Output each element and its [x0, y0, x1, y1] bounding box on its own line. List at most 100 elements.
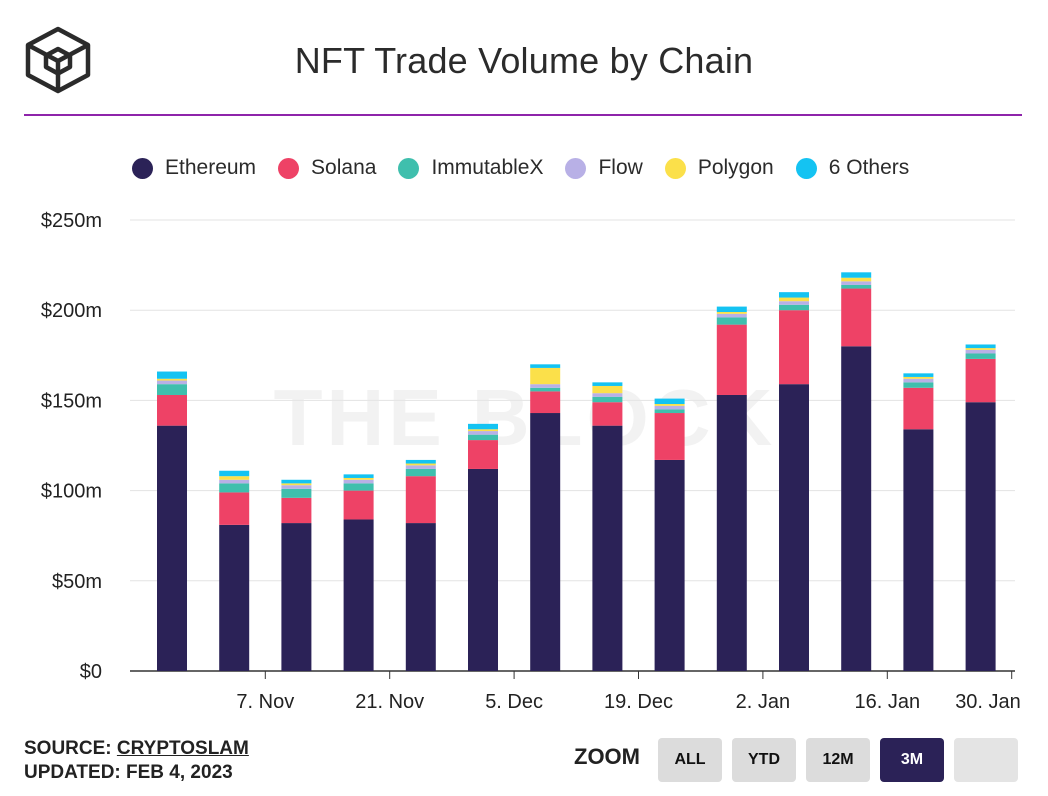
bar-segment-immutablex[interactable] [716, 317, 747, 325]
bar-segment-6-others[interactable] [343, 474, 374, 478]
bar-segment-6-others[interactable] [281, 479, 312, 484]
bar-segment-polygon[interactable] [965, 348, 996, 350]
bar-segment-solana[interactable] [965, 358, 996, 403]
bar-segment-ethereum[interactable] [592, 425, 623, 671]
bar-segment-immutablex[interactable] [841, 284, 872, 289]
bar-segment-solana[interactable] [281, 497, 312, 524]
bar-segment-solana[interactable] [903, 387, 934, 430]
zoom-3m-button[interactable]: 3M [880, 738, 944, 782]
bar-segment-flow[interactable] [654, 405, 685, 410]
bar-segment-solana[interactable] [592, 402, 623, 426]
bar-segment-ethereum[interactable] [219, 524, 250, 671]
bar-segment-polygon[interactable] [654, 404, 685, 406]
bar-segment-solana[interactable] [157, 394, 187, 426]
bar-segment-polygon[interactable] [468, 429, 498, 432]
bar-stack[interactable] [405, 459, 436, 671]
bar-segment-immutablex[interactable] [654, 409, 685, 414]
bar-stack[interactable] [716, 306, 747, 671]
legend-item-solana[interactable]: Solana [278, 156, 376, 180]
bar-segment-6-others[interactable] [157, 371, 187, 379]
bar-segment-6-others[interactable] [468, 423, 498, 430]
bar-stack[interactable] [779, 292, 809, 671]
bar-segment-6-others[interactable] [965, 344, 996, 349]
bar-segment-immutablex[interactable] [779, 304, 809, 311]
bar-segment-ethereum[interactable] [343, 519, 374, 671]
zoom-12m-button[interactable]: 12M [806, 738, 870, 782]
bar-segment-ethereum[interactable] [468, 468, 498, 671]
bar-segment-ethereum[interactable] [965, 402, 996, 671]
bar-segment-ethereum[interactable] [157, 425, 187, 671]
bar-segment-ethereum[interactable] [779, 384, 809, 671]
bar-segment-flow[interactable] [468, 431, 498, 435]
bar-segment-6-others[interactable] [219, 470, 250, 477]
bar-segment-polygon[interactable] [281, 483, 312, 486]
bar-stack[interactable] [965, 344, 996, 671]
bar-segment-polygon[interactable] [779, 297, 809, 302]
bar-segment-polygon[interactable] [219, 476, 250, 480]
bar-segment-6-others[interactable] [530, 364, 561, 368]
bar-segment-immutablex[interactable] [405, 468, 436, 477]
zoom-all-button[interactable]: ALL [658, 738, 722, 782]
bar-segment-solana[interactable] [530, 391, 561, 414]
bar-segment-6-others[interactable] [779, 292, 809, 298]
bar-segment-ethereum[interactable] [841, 346, 872, 671]
bar-segment-immutablex[interactable] [219, 483, 250, 493]
bar-segment-flow[interactable] [343, 479, 374, 484]
bar-segment-immutablex[interactable] [281, 488, 312, 498]
bar-segment-immutablex[interactable] [592, 396, 623, 403]
legend-item-flow[interactable]: Flow [565, 156, 643, 180]
bar-segment-immutablex[interactable] [903, 382, 934, 388]
bar-segment-6-others[interactable] [592, 382, 623, 386]
bar-segment-polygon[interactable] [716, 312, 747, 314]
bar-segment-solana[interactable] [779, 310, 809, 385]
bar-segment-6-others[interactable] [903, 373, 934, 377]
bar-stack[interactable] [841, 272, 872, 671]
bar-segment-polygon[interactable] [405, 463, 436, 466]
bar-stack[interactable] [281, 479, 312, 671]
bar-segment-solana[interactable] [405, 476, 436, 524]
bar-segment-6-others[interactable] [654, 398, 685, 405]
bar-segment-solana[interactable] [716, 324, 747, 395]
bar-segment-solana[interactable] [219, 492, 250, 525]
bar-stack[interactable] [157, 371, 187, 671]
bar-segment-6-others[interactable] [841, 272, 872, 278]
bar-segment-6-others[interactable] [716, 306, 747, 313]
bar-stack[interactable] [530, 364, 561, 671]
bar-segment-ethereum[interactable] [405, 523, 436, 671]
bar-segment-polygon[interactable] [903, 376, 934, 379]
bar-stack[interactable] [343, 474, 374, 671]
bar-segment-polygon[interactable] [592, 385, 623, 394]
bar-segment-immutablex[interactable] [530, 387, 561, 392]
bar-segment-ethereum[interactable] [654, 459, 685, 671]
zoom-ytd-button[interactable]: YTD [732, 738, 796, 782]
legend-item-ethereum[interactable]: Ethereum [132, 156, 256, 180]
legend-item-polygon[interactable]: Polygon [664, 156, 774, 180]
bar-segment-flow[interactable] [903, 378, 934, 383]
source-link[interactable]: CRYPTOSLAM [116, 738, 249, 759]
bar-segment-solana[interactable] [343, 490, 374, 520]
bar-segment-flow[interactable] [965, 349, 996, 354]
bar-stack[interactable] [468, 423, 498, 671]
bar-segment-ethereum[interactable] [530, 413, 561, 671]
bar-segment-immutablex[interactable] [468, 434, 498, 441]
bar-segment-polygon[interactable] [530, 367, 561, 385]
zoom-extra-button[interactable] [954, 738, 1018, 782]
bar-segment-6-others[interactable] [405, 459, 436, 464]
bar-stack[interactable] [219, 470, 250, 671]
bar-segment-flow[interactable] [841, 281, 872, 285]
bar-segment-flow[interactable] [592, 393, 623, 397]
bar-stack[interactable] [592, 382, 623, 671]
bar-segment-solana[interactable] [654, 413, 685, 460]
bar-segment-immutablex[interactable] [965, 353, 996, 359]
bar-segment-polygon[interactable] [157, 378, 187, 381]
bar-segment-polygon[interactable] [841, 277, 872, 282]
legend-item-immutablex[interactable]: ImmutableX [398, 156, 543, 180]
bar-segment-flow[interactable] [716, 313, 747, 318]
bar-segment-solana[interactable] [468, 440, 498, 469]
bar-segment-immutablex[interactable] [343, 483, 374, 491]
bar-segment-flow[interactable] [530, 384, 561, 388]
bar-stack[interactable] [903, 373, 934, 671]
bar-stack[interactable] [654, 398, 685, 671]
bar-segment-immutablex[interactable] [157, 384, 187, 395]
bar-segment-flow[interactable] [219, 479, 250, 484]
